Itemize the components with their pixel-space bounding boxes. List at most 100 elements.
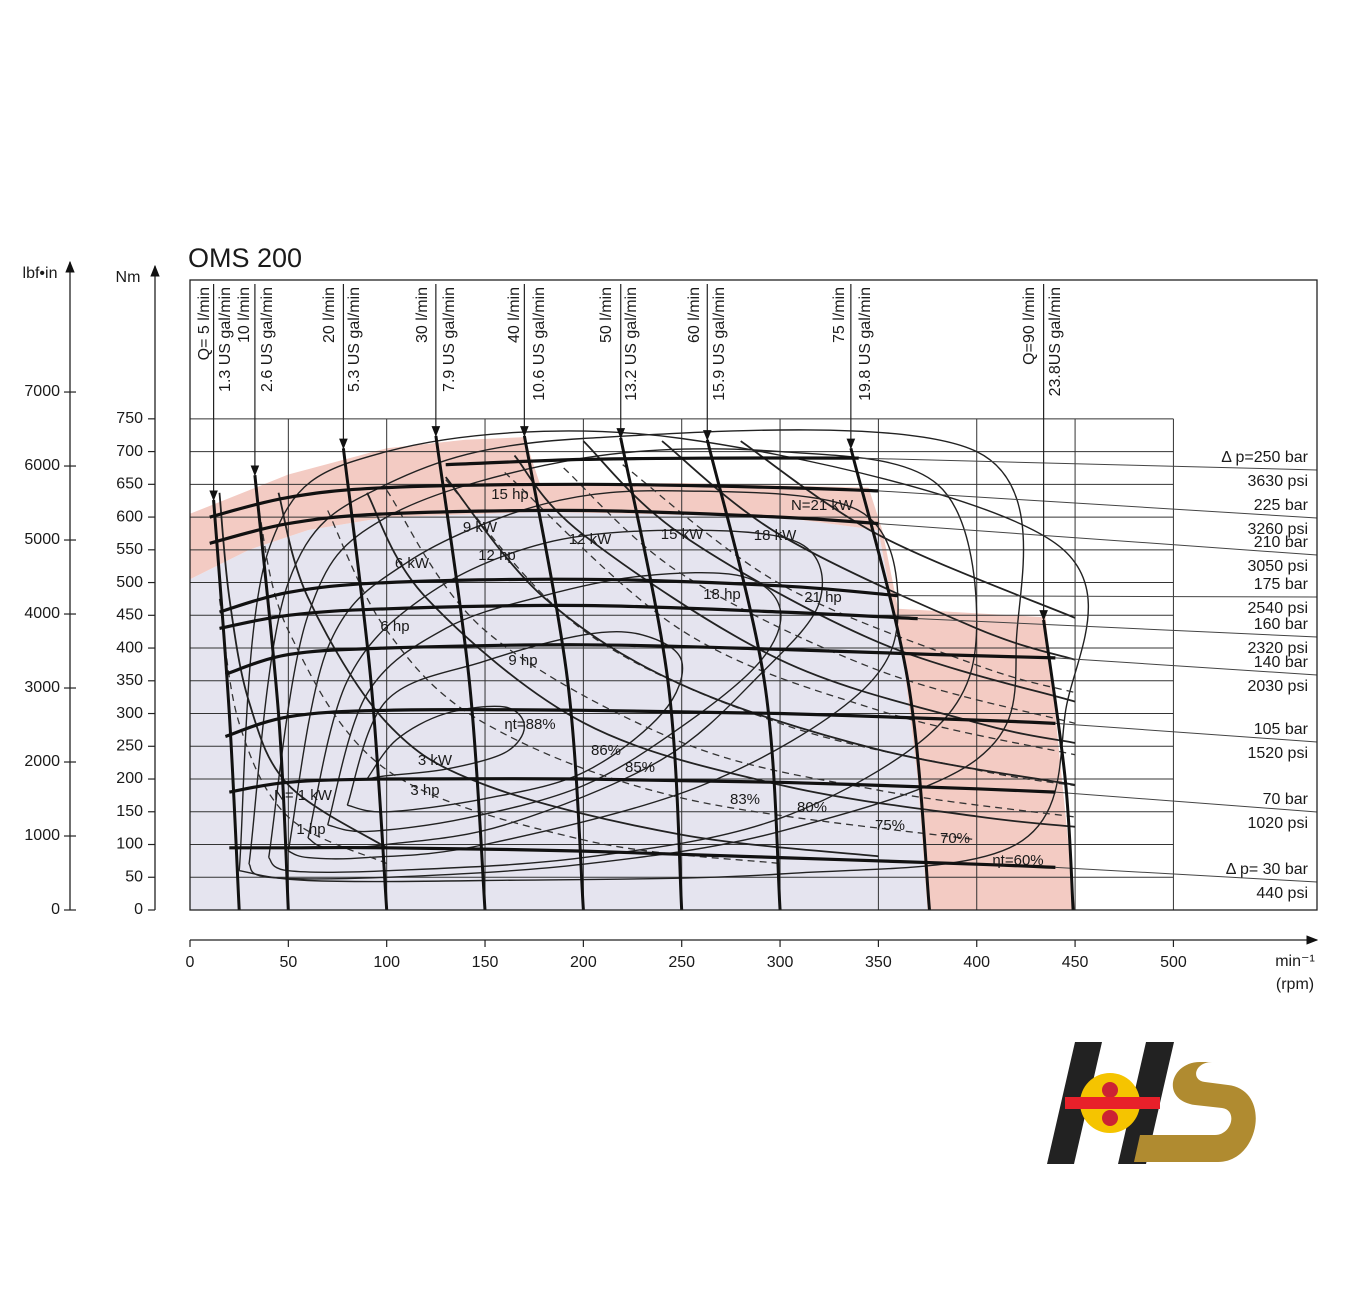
power-hp-label: 12 hp	[478, 547, 516, 564]
flow-line	[705, 439, 782, 911]
power-kw-curve	[218, 492, 388, 849]
pressure-leader	[898, 595, 1318, 598]
efficiency-contour	[248, 429, 1025, 880]
y2-tick-label: 5000	[24, 531, 60, 548]
y-tick-label: 700	[116, 443, 143, 460]
power-kw-label: 9 kW	[463, 519, 498, 536]
efficiency-contour	[346, 630, 684, 813]
y-tick-label: 600	[116, 508, 143, 525]
y-tick-label: 350	[116, 672, 143, 689]
pressure-label: 105 bar	[1254, 721, 1309, 738]
efficiency-label: ηt=88%	[504, 716, 555, 733]
x-tick-label: 500	[1160, 954, 1187, 971]
power-hp-curve	[504, 472, 1076, 756]
efficiency-label: ηt=60%	[992, 852, 1043, 869]
power-kw-curve	[661, 440, 1076, 661]
pressure-curve	[209, 508, 879, 545]
x-tick-label: 100	[373, 954, 400, 971]
logo-gear-dot	[1102, 1110, 1118, 1126]
y2-tick-label: 7000	[24, 383, 60, 400]
power-kw-curve	[513, 454, 1076, 744]
power-kw-label: 18 kW	[754, 527, 797, 544]
pressure-label: 160 bar	[1254, 616, 1309, 633]
pressure-psi-label: 3050 psi	[1248, 558, 1309, 575]
pressure-curve	[229, 777, 1056, 794]
efficiency-label: 70%	[940, 830, 970, 847]
efficiency-label: 80%	[797, 799, 827, 816]
flow-label: Q= 5 l/min	[196, 287, 213, 360]
flow-label: Q=90 l/min	[1021, 287, 1038, 365]
y2-tick-label: 3000	[24, 679, 60, 696]
pressure-leader	[878, 523, 1318, 556]
power-kw-label: 15 kW	[661, 526, 704, 543]
pressure-label: 225 bar	[1254, 497, 1309, 514]
efficiency-contour	[307, 529, 823, 849]
flow-line	[253, 475, 290, 911]
pressure-leader	[878, 490, 1318, 519]
power-kw-curve	[582, 440, 1076, 703]
flow-gpm-label: 15.9 US gal/min	[711, 287, 728, 401]
pressure-curve	[224, 643, 1056, 676]
y-tick-label: 0	[134, 901, 143, 918]
y2-tick-label: 2000	[24, 753, 60, 770]
y-tick-label: 400	[116, 639, 143, 656]
power-kw-label: N=21 kW	[791, 497, 854, 514]
clipped-curves	[218, 429, 1090, 883]
pressure-psi-label: 440 psi	[1256, 885, 1308, 902]
power-hp-curve	[445, 479, 1076, 787]
efficiency-contour	[287, 489, 899, 860]
logo-s	[1134, 1062, 1256, 1162]
pressure-psi-label: 1020 psi	[1248, 815, 1309, 832]
efficiency-contour	[268, 448, 978, 874]
efficiency-label: 75%	[875, 817, 905, 834]
power-kw-label: N= 1 kW	[274, 787, 333, 804]
logo-gear-dot	[1102, 1082, 1118, 1098]
power-hp-label: 3 hp	[410, 782, 439, 799]
logo	[1047, 1042, 1256, 1164]
pressure-curve	[219, 577, 899, 614]
pressure-leader	[858, 457, 1318, 471]
flow-label: 30 l/min	[414, 287, 431, 343]
flow-gpm-label: 1.3 US gal/min	[217, 287, 234, 392]
y-tick-label: 50	[125, 868, 143, 885]
y-axis-label: Nm	[116, 269, 141, 286]
x-tick-label: 250	[668, 954, 695, 971]
x-tick-label: 150	[472, 954, 499, 971]
y-tick-label: 200	[116, 770, 143, 787]
pressure-curve	[219, 603, 918, 630]
efficiency-contour	[366, 705, 526, 780]
flow-gpm-label: 7.9 US gal/min	[441, 287, 458, 392]
y-tick-label: 300	[116, 705, 143, 722]
x-tick-label: 50	[279, 954, 297, 971]
flow-gpm-label: 13.2 US gal/min	[623, 287, 640, 401]
pressure-leader	[1055, 791, 1318, 813]
power-kw-curve	[445, 476, 1076, 786]
flow-line	[619, 437, 684, 911]
power-hp-label: 18 hp	[703, 586, 741, 603]
flow-label: 50 l/min	[598, 287, 615, 343]
curves	[209, 284, 1318, 911]
power-kw-curve	[366, 492, 1076, 828]
power-hp-label: 1 hp	[296, 821, 325, 838]
y-tick-label: 650	[116, 476, 143, 493]
x-tick-label: 400	[963, 954, 990, 971]
pressure-leader	[917, 618, 1318, 638]
y-tick-label: 150	[116, 803, 143, 820]
flow-line	[522, 435, 585, 911]
pressure-curve	[224, 708, 1056, 739]
y2-tick-label: 1000	[24, 827, 60, 844]
efficiency-label: 83%	[730, 791, 760, 808]
power-hp-label: 6 hp	[380, 618, 409, 635]
power-kw-label: 3 kW	[418, 752, 453, 769]
power-kw-curve	[740, 440, 1076, 619]
y2-tick-label: 4000	[24, 605, 60, 622]
x-tick-label: 350	[865, 954, 892, 971]
flow-line	[341, 448, 389, 911]
x-axis-unit: (rpm)	[1276, 976, 1314, 993]
pressure-leader	[1055, 657, 1318, 676]
x-tick-label: 300	[767, 954, 794, 971]
power-hp-label: 9 hp	[508, 652, 537, 669]
